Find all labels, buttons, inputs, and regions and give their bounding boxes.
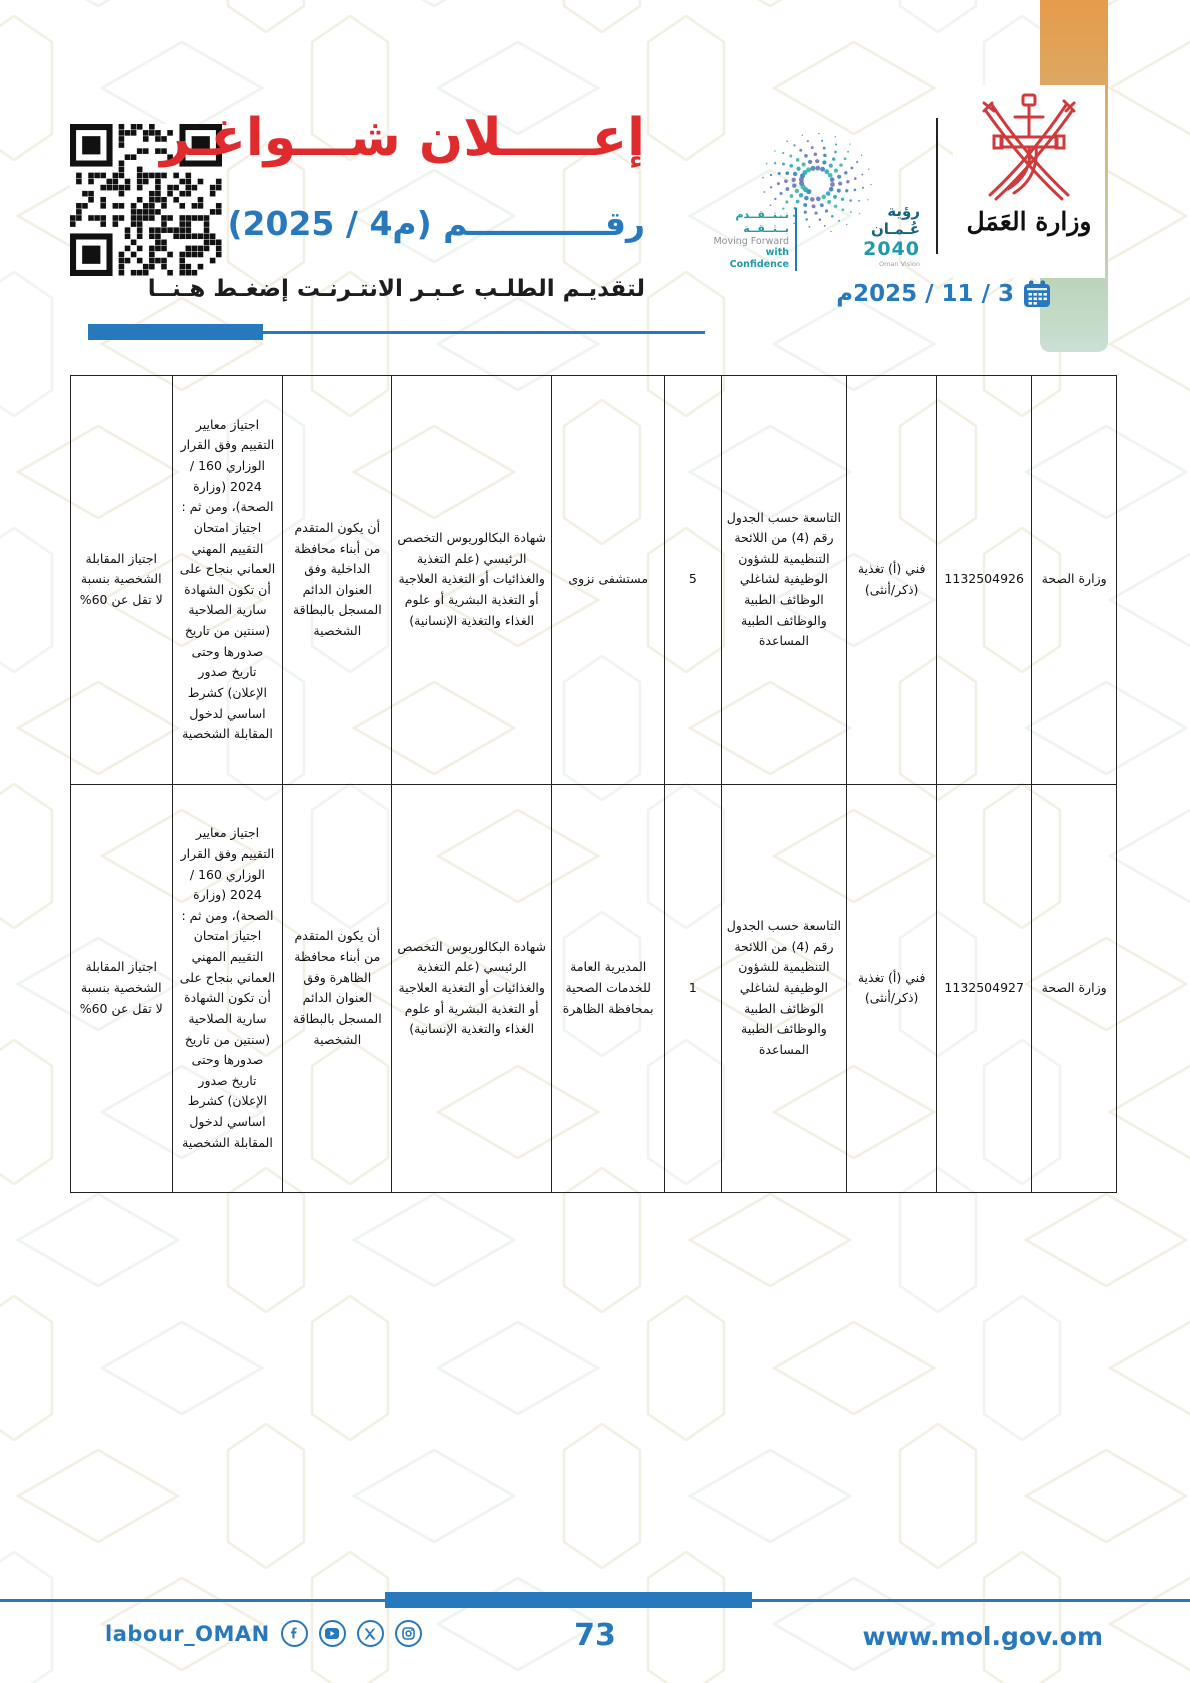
cell-condition: أن يكون المتقدم من أبناء محافظة الظاهرة … [282, 783, 393, 1193]
cell-job_number: 1132504927 [936, 783, 1033, 1193]
cell-job_title: فني (أ) تغذية (ذكر/أنثى) [846, 783, 938, 1193]
social-handle: labour_OMAN [105, 1621, 270, 1646]
cell-count: 5 [664, 375, 722, 785]
ministry-logo-text: وزارة العَمَل [966, 207, 1092, 236]
cell-qualification: شهادة البكالوريوس التخصص الرئيسي (علم ال… [391, 375, 553, 785]
cell-location: مستشفى نزوى [551, 375, 666, 785]
cell-job_title: فني (أ) تغذية (ذكر/أنثى) [846, 375, 938, 785]
cell-interview: اجتياز المقابلة الشخصية بنسبة لا تقل عن … [70, 783, 173, 1193]
cell-ministry: وزارة الصحة [1031, 783, 1117, 1193]
vision-tagline: نــتــقــدم بــثــقــة Moving Forward wi… [707, 208, 797, 272]
cell-criteria: اجتياز معايير التقييم وفق القرار الوزاري… [171, 783, 284, 1193]
vision-wordmark: رؤية عُـمـان 2040 Oman Vision [838, 202, 920, 268]
calendar-icon [1024, 280, 1050, 307]
vision-swirl-icon [762, 132, 872, 233]
cell-qualification: شهادة البكالوريوس التخصص الرئيسي (علم ال… [391, 783, 553, 1193]
ministry-of-labour-logo: وزارة العَمَل [953, 85, 1105, 278]
apply-online-link[interactable]: لتقديـم الطلـب عـبـر الانتـرنـت إضغـط هـ… [147, 276, 645, 302]
cell-criteria: اجتياز معايير التقييم وفق القرار الوزاري… [171, 375, 284, 785]
vision-year: 2040 [863, 238, 920, 260]
cell-condition: أن يكون المتقدم من أبناء محافظة الداخلية… [282, 375, 393, 785]
header-accent-line [263, 331, 705, 334]
cell-location: المديرية العامة للخدمات الصحية بمحافظة ا… [551, 783, 666, 1193]
cell-ministry: وزارة الصحة [1031, 375, 1117, 785]
cell-interview: اجتياز المقابلة الشخصية بنسبة لا تقل عن … [70, 375, 173, 785]
announcement-date-row: 3 / 11 / 2025م [836, 279, 1052, 309]
cell-grade: التاسعة حسب الجدول رقم (4) من اللائحة ال… [720, 783, 848, 1193]
vision-name-ar: رؤية عُـمـان [871, 202, 920, 238]
social-row: labour_OMAN [105, 1620, 422, 1647]
cell-job_number: 1132504926 [936, 375, 1033, 785]
cell-count: 1 [664, 783, 722, 1193]
announcement-number: رقــــــــــــم (م4 / 2025) [227, 204, 645, 243]
header-accent-bar [88, 324, 263, 340]
website-link[interactable]: www.mol.gov.om [862, 1622, 1103, 1651]
oman-vision-2040-logo: نــتــقــدم بــثــقــة Moving Forward wi… [705, 120, 920, 272]
youtube-icon[interactable] [318, 1620, 346, 1647]
logo-divider [936, 118, 938, 254]
footer-accent-bar [385, 1592, 752, 1608]
qr-code [70, 124, 222, 276]
cell-grade: التاسعة حسب الجدول رقم (4) من اللائحة ال… [720, 375, 848, 785]
table-row: وزارة الصحة 1132504927 فني (أ) تغذية (ذكر/… [70, 783, 1117, 1193]
vacancies-table: وزارة الصحة 1132504926 فني (أ) تغذية (ذكر/… [70, 375, 1117, 1193]
vision-caption: Oman Vision [878, 260, 920, 268]
oman-national-emblem-icon [982, 93, 1076, 201]
vision-tagline-en2: with Confidence [729, 247, 789, 271]
page-number: 73 [574, 1618, 616, 1653]
facebook-icon[interactable] [280, 1620, 308, 1647]
table-row: وزارة الصحة 1132504926 فني (أ) تغذية (ذكر/… [70, 375, 1117, 785]
vision-tagline-ar: نــتــقــدم بــثــقــة [735, 208, 789, 235]
instagram-icon[interactable] [394, 1620, 422, 1647]
vision-tagline-en1: Moving Forward [713, 235, 789, 247]
x-icon[interactable] [356, 1620, 384, 1647]
page-title: إعـــــلان شـــواغـر [160, 108, 645, 168]
announcement-date: 3 / 11 / 2025م [836, 281, 1014, 307]
